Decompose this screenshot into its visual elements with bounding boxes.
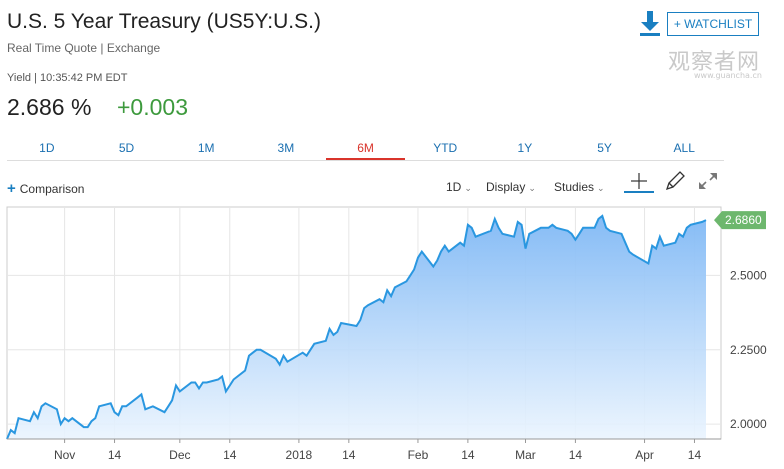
tab-6m[interactable]: 6M	[325, 138, 406, 160]
last-value-label: 2.6860	[725, 213, 762, 227]
crosshair-icon[interactable]	[624, 170, 654, 194]
plus-icon: +	[7, 180, 16, 197]
y-tick-label: 2.2500	[730, 343, 767, 357]
display-dropdown[interactable]: Display ⌄	[486, 180, 536, 194]
yield-area	[7, 215, 706, 439]
x-tick-label: 14	[223, 448, 237, 462]
tab-1d[interactable]: 1D	[39, 141, 55, 155]
range-tabs: 1D 5D 1M 3M 6M YTD 1Y 5Y ALL	[7, 138, 724, 161]
studies-dropdown[interactable]: Studies ⌄	[554, 180, 605, 194]
yield-line	[6, 214, 707, 440]
x-tick-label: Nov	[54, 448, 75, 462]
tab-3m[interactable]: 3M	[277, 141, 295, 155]
yield-chart[interactable]: 2.7500 2.5000 2.2500 2.0000 Nov 14 Dec 14 2018 1…	[0, 205, 784, 469]
quote-price: 2.686 %	[7, 94, 92, 120]
page-title: U.S. 5 Year Treasury (US5Y:U.S.)	[7, 10, 321, 33]
tab-all[interactable]: ALL	[673, 141, 695, 155]
x-tick-label: 14	[108, 448, 122, 462]
x-tick-label: Mar	[515, 448, 536, 462]
watchlist-button[interactable]: + WATCHLIST	[667, 12, 759, 36]
download-icon[interactable]	[638, 10, 662, 38]
comparison-button[interactable]: + Comparison	[7, 180, 84, 197]
interval-label: 1D	[446, 180, 462, 194]
y-tick-label: 2.7500	[730, 205, 767, 208]
y-tick-label: 2.5000	[730, 268, 767, 282]
pencil-icon[interactable]	[661, 170, 691, 194]
x-tick-label: 14	[461, 448, 475, 462]
chevron-down-icon: ⌄	[597, 183, 605, 193]
expand-icon[interactable]	[695, 170, 725, 194]
chevron-down-icon: ⌄	[464, 183, 472, 193]
x-tick-label: 14	[569, 448, 583, 462]
yield-timestamp: Yield | 10:35:42 PM EDT	[7, 72, 128, 84]
x-tick-label: Apr	[635, 448, 654, 462]
x-tick-label: Dec	[169, 448, 190, 462]
comparison-label: Comparison	[19, 182, 85, 196]
chevron-down-icon: ⌄	[528, 183, 536, 193]
studies-label: Studies	[554, 180, 595, 194]
watermark-logo: 观察者网	[668, 50, 761, 75]
x-tick-label: 14	[342, 448, 356, 462]
last-value-marker: 2.6860	[714, 211, 766, 230]
tab-ytd[interactable]: YTD	[433, 141, 458, 155]
display-label: Display	[486, 180, 526, 194]
tab-1m[interactable]: 1M	[197, 141, 215, 155]
page-subtitle: Real Time Quote | Exchange	[7, 41, 161, 55]
tab-5y[interactable]: 5Y	[597, 141, 612, 155]
quote-change: +0.003	[117, 94, 188, 120]
tab-1y[interactable]: 1Y	[517, 141, 533, 155]
y-tick-label: 2.0000	[730, 417, 767, 431]
x-tick-label: Feb	[408, 448, 429, 462]
interval-dropdown[interactable]: 1D ⌄	[446, 180, 472, 194]
watermark-url: www.guancha.cn	[694, 71, 762, 80]
tab-5d[interactable]: 5D	[118, 141, 135, 155]
x-tick-label: 2018	[286, 448, 313, 462]
x-tick-label: 14	[688, 448, 702, 462]
